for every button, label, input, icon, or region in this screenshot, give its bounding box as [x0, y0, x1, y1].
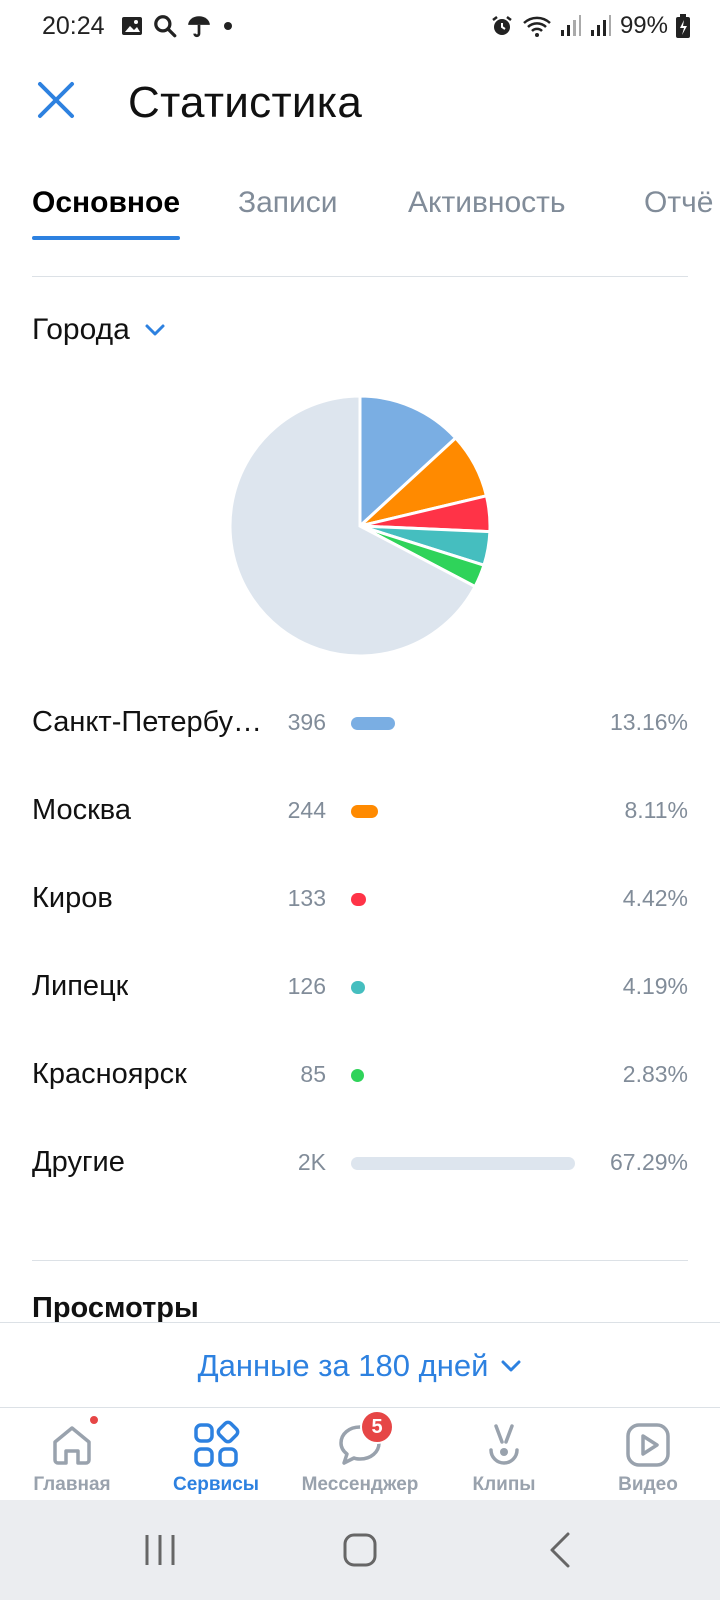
city-percent: 4.19%: [622, 973, 688, 999]
city-count: 126: [287, 973, 326, 999]
bottom-navigation: Главная Сервисы 5 Мессенджер Клипы Видео: [0, 1408, 720, 1500]
unread-badge: 5: [360, 1410, 394, 1444]
cities-dropdown[interactable]: Города: [32, 310, 166, 350]
alarm-icon: [492, 16, 512, 35]
cities-pie-chart: [228, 394, 492, 658]
city-share-bar: [351, 1157, 575, 1170]
system-navigation-bar: [0, 1500, 720, 1600]
city-percent: 2.83%: [622, 1061, 688, 1087]
status-bar: 20:24 99%: [0, 0, 720, 52]
city-share-bar: [351, 1069, 364, 1082]
city-count: 85: [300, 1061, 326, 1087]
city-row: Красноярск 85 2.83%: [32, 1054, 688, 1094]
close-icon: [38, 82, 74, 118]
city-share-bar: [351, 893, 366, 906]
tab-main[interactable]: Основное: [32, 186, 181, 219]
city-count: 2K: [297, 1149, 326, 1175]
umbrella-icon: [188, 16, 210, 38]
nav-label: Сервисы: [172, 1474, 260, 1495]
nav-label: Главная: [33, 1474, 111, 1495]
nav-clips[interactable]: Клипы: [432, 1408, 576, 1500]
city-percent: 13.16%: [609, 709, 688, 735]
city-name: Санкт-Петербу…: [32, 706, 263, 738]
home-icon: [53, 1426, 91, 1465]
city-percent: 8.11%: [624, 797, 688, 823]
battery-charging-icon: [676, 14, 690, 38]
city-count: 244: [287, 797, 326, 823]
city-percent: 4.42%: [622, 885, 688, 911]
home-system-button[interactable]: [330, 1530, 390, 1570]
period-bar: Данные за 180 дней: [0, 1322, 720, 1408]
chevron-down-icon: [145, 324, 165, 336]
notification-dot: [88, 1414, 100, 1426]
tab-bar: Основное Записи Активность Отчё: [0, 180, 720, 242]
cities-dropdown-label: Города: [32, 313, 130, 346]
page-title: Статистика: [128, 78, 363, 127]
nav-services[interactable]: Сервисы: [144, 1408, 288, 1500]
recent-apps-button[interactable]: [130, 1530, 190, 1570]
pie-slice-5: [228, 394, 478, 658]
close-button[interactable]: [32, 76, 80, 124]
recent-apps-icon: [145, 1535, 175, 1565]
city-row: Липецк 126 4.19%: [32, 966, 688, 1006]
city-name: Другие: [32, 1146, 125, 1178]
city-share-bar: [351, 717, 395, 730]
city-row: Санкт-Петербу… 396 13.16%: [32, 702, 688, 742]
city-name: Красноярск: [32, 1058, 187, 1090]
city-row: Киров 133 4.42%: [32, 878, 688, 918]
nav-home[interactable]: Главная: [0, 1408, 144, 1500]
nav-label: Клипы: [472, 1474, 536, 1495]
video-icon: [626, 1423, 670, 1467]
views-section-title: Просмотры: [32, 1292, 199, 1324]
city-row: Москва 244 8.11%: [32, 790, 688, 830]
nav-label: Мессенджер: [301, 1474, 419, 1495]
signal-icon: [560, 15, 581, 36]
active-tab-indicator: [32, 236, 180, 240]
back-button[interactable]: [530, 1530, 590, 1570]
header: Статистика: [0, 60, 720, 150]
back-chevron-icon: [550, 1532, 570, 1568]
nav-messenger[interactable]: 5 Мессенджер: [288, 1408, 432, 1500]
city-name: Липецк: [32, 970, 129, 1002]
home-square-icon: [343, 1533, 377, 1567]
tab-posts[interactable]: Записи: [238, 186, 338, 219]
pie-slice-0: [358, 394, 458, 530]
clips-icon: [489, 1424, 519, 1465]
services-icon: [194, 1420, 240, 1467]
status-notification-icons: [120, 12, 236, 40]
city-row: Другие 2K 67.29%: [32, 1142, 688, 1182]
city-name: Москва: [32, 794, 132, 826]
city-count: 133: [287, 885, 326, 911]
city-share-bar: [351, 805, 378, 818]
status-system-icons: 99%: [490, 12, 690, 40]
battery-percent: 99%: [619, 12, 668, 39]
city-count: 396: [287, 709, 326, 735]
period-selector-button[interactable]: Данные за 180 дней: [0, 1323, 720, 1409]
chevron-down-icon: [501, 1360, 521, 1372]
city-share-bar: [351, 981, 365, 994]
wifi-icon: [523, 16, 551, 37]
period-label: Данные за 180 дней: [197, 1348, 489, 1383]
divider: [32, 1260, 688, 1261]
nav-label: Видео: [618, 1474, 678, 1495]
search-icon: [154, 15, 177, 38]
status-time: 20:24: [42, 12, 105, 40]
divider: [32, 276, 688, 277]
dot-icon: [224, 22, 232, 30]
nav-video[interactable]: Видео: [576, 1408, 720, 1500]
tab-reports[interactable]: Отчё: [644, 186, 714, 219]
signal-icon: [590, 15, 611, 36]
tab-activity[interactable]: Активность: [408, 186, 566, 219]
city-percent: 67.29%: [609, 1149, 688, 1175]
city-name: Киров: [32, 882, 113, 914]
image-icon: [122, 17, 142, 35]
